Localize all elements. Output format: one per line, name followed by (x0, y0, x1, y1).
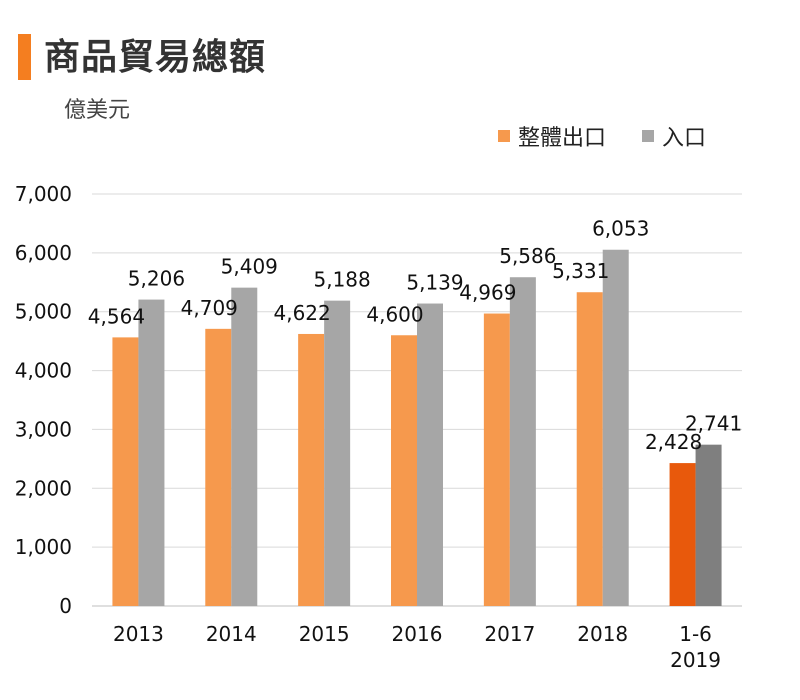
legend-swatch-import (642, 130, 655, 142)
legend-item-import: 入口 (642, 120, 706, 152)
bar-import (231, 287, 258, 606)
data-label-import: 5,139 (406, 271, 463, 295)
x-tick-label: 2014 (206, 622, 257, 646)
data-label-export: 2,428 (645, 430, 702, 454)
data-label-import: 5,586 (499, 244, 556, 268)
title-accent-bar (18, 34, 31, 80)
x-tick-label: 2015 (299, 622, 350, 646)
data-label-export: 4,600 (366, 302, 423, 326)
y-tick-label: 5,000 (15, 300, 72, 324)
y-tick-label: 2,000 (15, 476, 72, 500)
x-tick-label: 2019 (670, 648, 721, 672)
data-label-export: 4,709 (181, 296, 238, 320)
chart-title: 商品貿易總額 (44, 37, 267, 78)
x-tick-label: 2018 (577, 622, 628, 646)
y-tick-label: 3,000 (15, 417, 72, 441)
legend-item-export: 整體出口 (498, 120, 606, 152)
y-tick-label: 6,000 (15, 241, 72, 265)
bar-export (669, 463, 696, 606)
bar-import (509, 277, 536, 606)
data-label-export: 4,969 (459, 281, 516, 305)
y-tick-label: 0 (59, 594, 72, 618)
bar-export (576, 292, 603, 606)
data-label-import: 5,409 (221, 255, 278, 279)
bar-import (417, 303, 443, 606)
bar-import (324, 300, 351, 606)
bar-import (602, 249, 629, 606)
data-label-import: 2,741 (685, 412, 742, 436)
data-label-import: 6,053 (592, 217, 649, 241)
x-tick-label: 2013 (113, 622, 164, 646)
legend-swatch-export (498, 130, 510, 142)
legend-label-export: 整體出口 (518, 126, 607, 151)
data-label-import: 5,206 (128, 267, 185, 291)
x-tick-label: 1-6 (679, 622, 712, 646)
unit-label: 億美元 (64, 98, 131, 123)
data-label-export: 4,564 (88, 304, 145, 328)
legend-label-import: 入口 (662, 126, 707, 151)
y-tick-label: 7,000 (15, 182, 72, 206)
data-label-import: 5,188 (314, 268, 371, 292)
x-tick-label: 2016 (392, 622, 443, 646)
y-tick-label: 1,000 (15, 535, 72, 559)
y-tick-label: 4,000 (15, 359, 72, 383)
data-label-export: 5,331 (552, 259, 609, 283)
x-tick-label: 2017 (484, 622, 535, 646)
bar-import (138, 299, 165, 606)
data-label-export: 4,622 (274, 301, 331, 325)
bar-export (391, 335, 417, 606)
bar-export (298, 333, 325, 606)
bar-export (205, 328, 232, 606)
bar-export (483, 313, 510, 606)
legend: 整體出口 入口 (498, 120, 742, 152)
bar-export (112, 337, 139, 606)
bar-import (695, 444, 722, 606)
